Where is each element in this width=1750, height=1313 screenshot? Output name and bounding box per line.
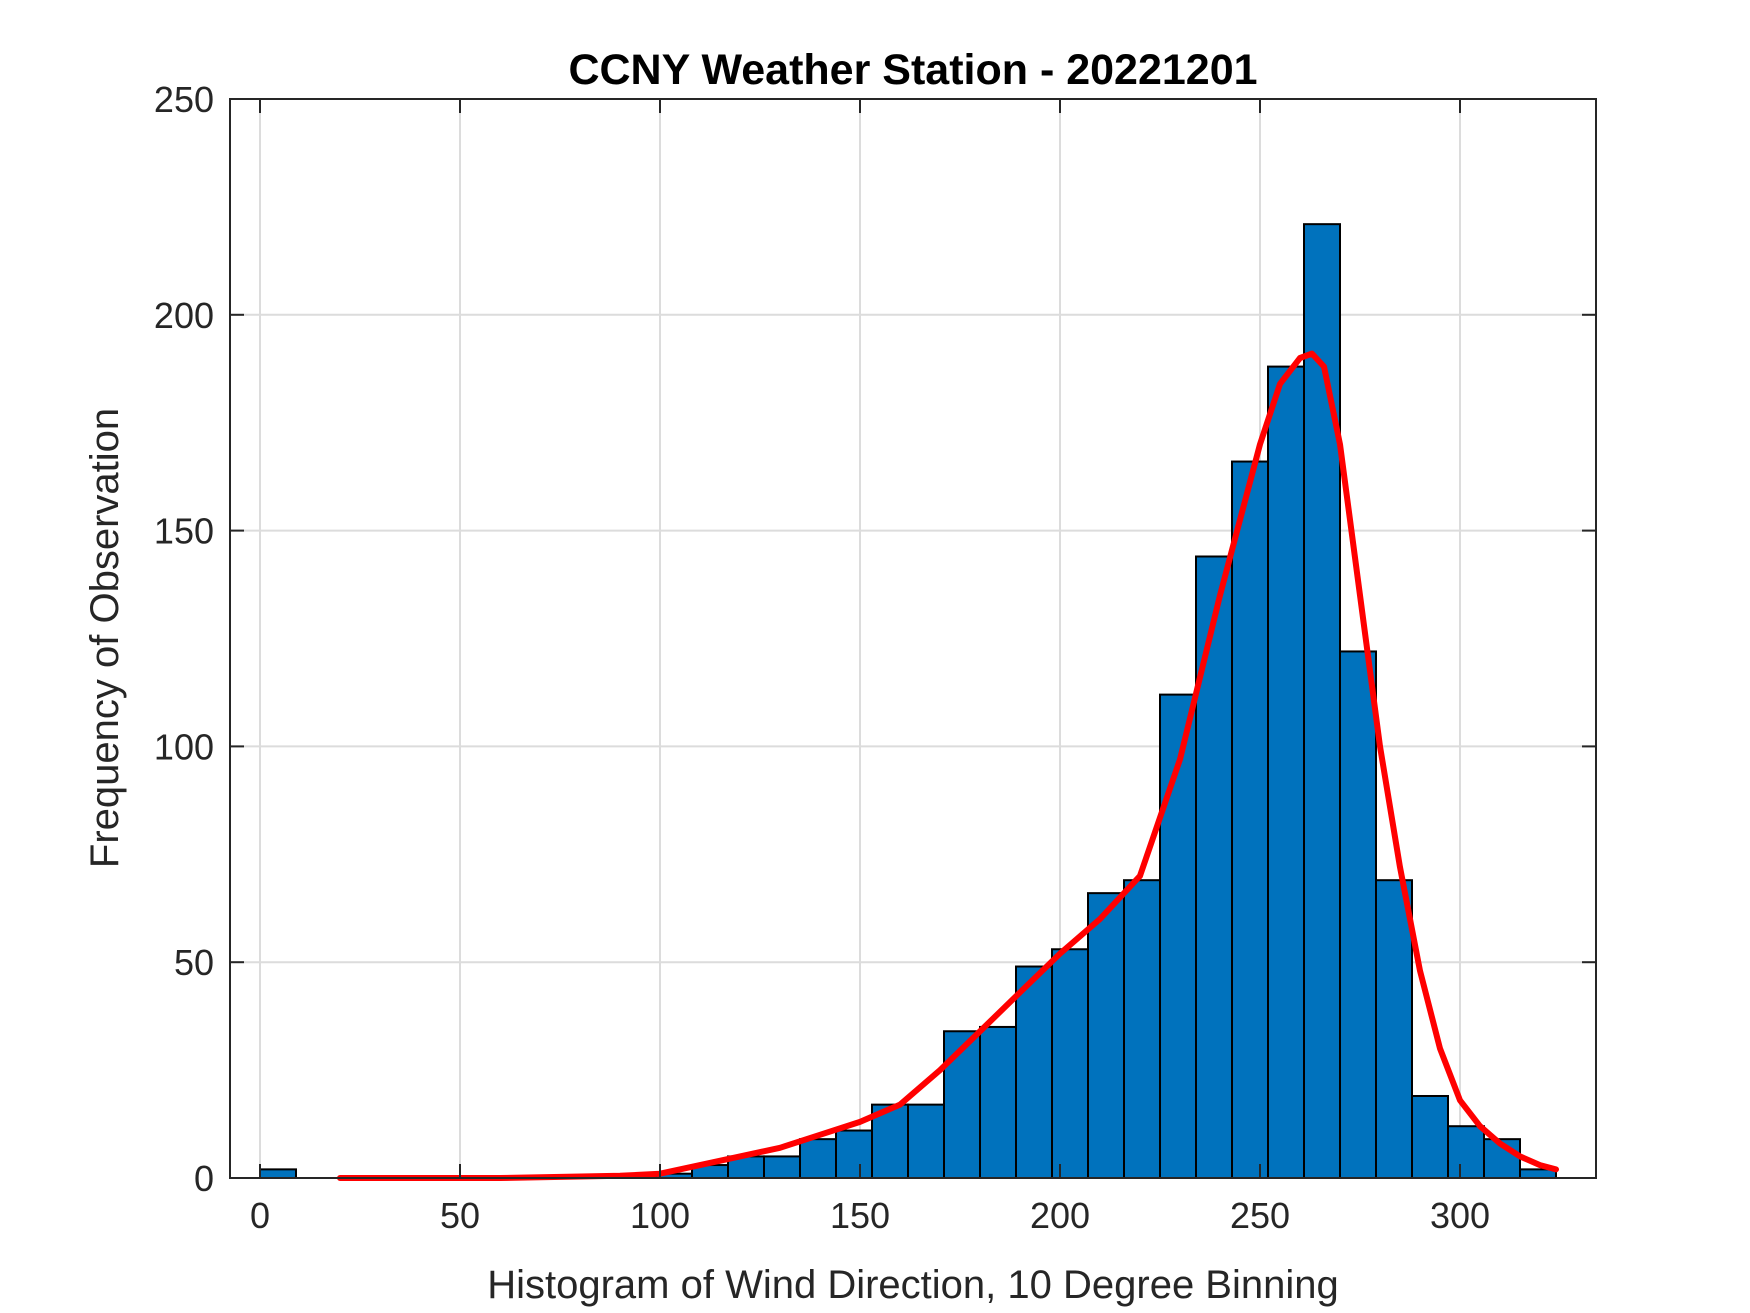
x-tick-label: 150 bbox=[830, 1195, 890, 1236]
y-tick-label: 50 bbox=[174, 942, 214, 983]
histogram-bar bbox=[763, 1155, 801, 1180]
histogram-bar bbox=[1087, 892, 1125, 1179]
plot-frame bbox=[229, 98, 1597, 1179]
tick-marks bbox=[230, 98, 1596, 1179]
y-tick-label: 100 bbox=[154, 726, 214, 767]
chart-title: CCNY Weather Station - 20221201 bbox=[568, 46, 1257, 94]
histogram-bar bbox=[1447, 1125, 1485, 1180]
x-tick-label: 100 bbox=[630, 1195, 690, 1236]
histogram-bar bbox=[1231, 460, 1269, 1179]
histogram-bar bbox=[835, 1129, 873, 1180]
fit-curve bbox=[337, 350, 1559, 1181]
x-tick-label: 50 bbox=[440, 1195, 480, 1236]
histogram-bar bbox=[1159, 693, 1197, 1179]
x-tick-label: 200 bbox=[1030, 1195, 1090, 1236]
y-tick-label: 150 bbox=[154, 511, 214, 552]
histogram-bar bbox=[1015, 965, 1053, 1179]
histogram-bar bbox=[799, 1138, 837, 1180]
histogram-bar bbox=[1051, 948, 1089, 1180]
histogram-bar bbox=[1339, 650, 1377, 1179]
histogram-bar bbox=[1195, 555, 1233, 1179]
y-tick-label: 250 bbox=[154, 79, 214, 120]
y-tick-label: 200 bbox=[154, 295, 214, 336]
histogram-bar bbox=[943, 1030, 981, 1179]
x-axis-label: Histogram of Wind Direction, 10 Degree B… bbox=[487, 1263, 1339, 1307]
histogram-bar bbox=[1411, 1094, 1449, 1179]
tick-labels: 0 50 100 150 200 250 300 0 50 100 150 200 250 bbox=[154, 79, 1490, 1236]
x-tick-label: 250 bbox=[1230, 1195, 1290, 1236]
histogram-bar bbox=[1375, 879, 1413, 1179]
histogram-bar bbox=[259, 1168, 297, 1180]
x-tick-label: 300 bbox=[1430, 1195, 1490, 1236]
y-tick-label: 0 bbox=[194, 1158, 214, 1199]
histogram-bar bbox=[907, 1103, 945, 1180]
histogram-bar bbox=[979, 1025, 1017, 1179]
histogram-bar bbox=[1123, 879, 1161, 1179]
histogram-bar bbox=[1267, 365, 1305, 1180]
y-axis-label: Frequency of Observation bbox=[83, 408, 127, 868]
x-tick-label: 0 bbox=[250, 1195, 270, 1236]
